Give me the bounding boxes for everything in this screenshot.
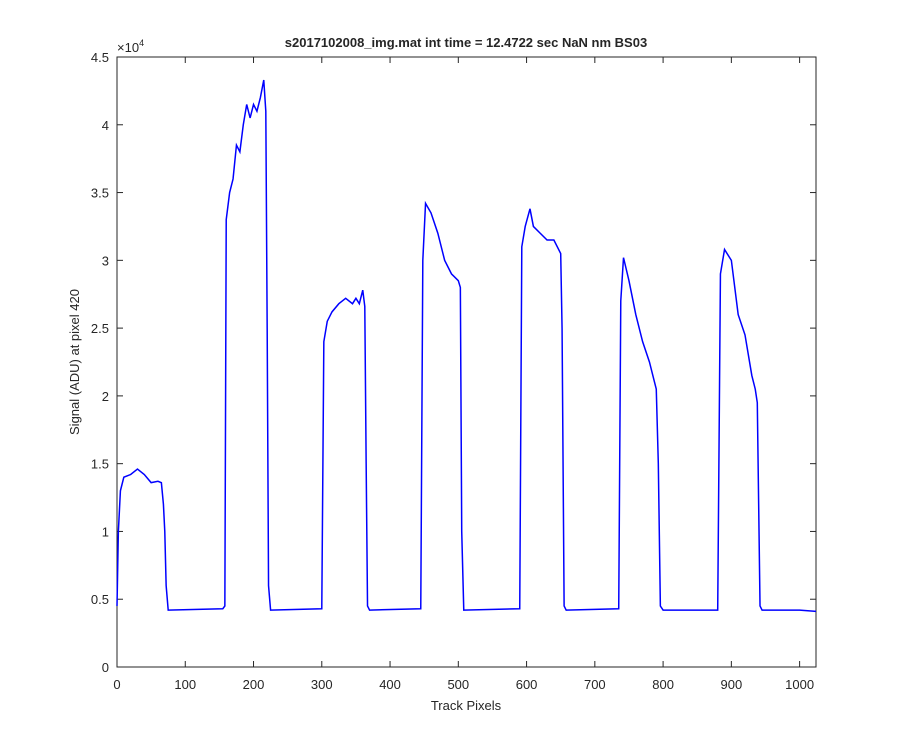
plot-frame: [116, 56, 817, 668]
x-tick-label: 600: [516, 677, 538, 692]
y-tick-label: 1: [102, 524, 109, 539]
x-tick-label: 700: [584, 677, 606, 692]
x-tick-label: 300: [311, 677, 333, 692]
y-tick-label: 1.5: [91, 457, 109, 472]
x-tick-label: 500: [447, 677, 469, 692]
y-axis-label: Signal (ADU) at pixel 420: [67, 289, 82, 435]
x-tick-label: 400: [379, 677, 401, 692]
chart-title: s2017102008_img.mat int time = 12.4722 s…: [285, 35, 647, 50]
x-tick-label: 900: [721, 677, 743, 692]
y-tick-label: 0.5: [91, 592, 109, 607]
x-tick-label: 200: [243, 677, 265, 692]
y-tick-label: 2: [102, 389, 109, 404]
y-tick-label: 0: [102, 660, 109, 675]
x-axis-label: Track Pixels: [431, 698, 502, 713]
data-line: [116, 79, 817, 613]
x-tick-label: 100: [174, 677, 196, 692]
x-tick-label: 1000: [785, 677, 814, 692]
y-tick-label: 4: [102, 118, 109, 133]
y-tick-label: 2.5: [91, 321, 109, 336]
x-tick-label: 800: [652, 677, 674, 692]
y-multiplier: ×104: [117, 38, 144, 55]
multiplier-base: ×10: [117, 40, 139, 55]
y-tick-label: 4.5: [91, 50, 109, 65]
y-tick-label: 3: [102, 253, 109, 268]
multiplier-exponent: 4: [139, 38, 144, 48]
x-tick-label: 0: [113, 677, 120, 692]
y-tick-label: 3.5: [91, 186, 109, 201]
